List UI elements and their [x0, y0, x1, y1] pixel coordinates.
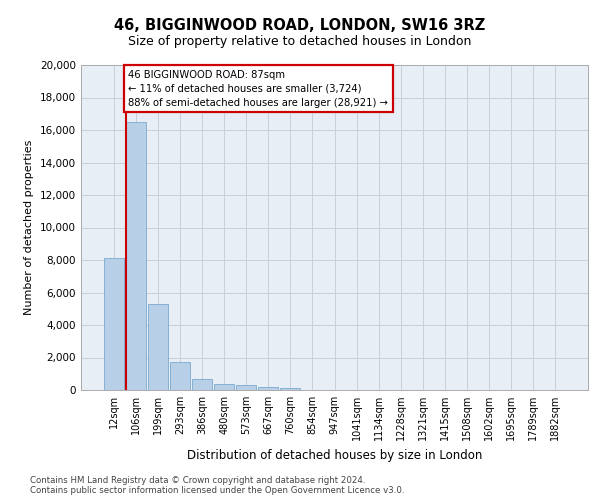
- X-axis label: Distribution of detached houses by size in London: Distribution of detached houses by size …: [187, 448, 482, 462]
- Bar: [236, 386, 256, 390]
- Bar: [280, 388, 301, 390]
- Bar: [148, 304, 168, 390]
- Bar: [126, 122, 146, 390]
- Y-axis label: Number of detached properties: Number of detached properties: [25, 140, 34, 315]
- Bar: [104, 258, 124, 390]
- Text: 46 BIGGINWOOD ROAD: 87sqm
← 11% of detached houses are smaller (3,724)
88% of se: 46 BIGGINWOOD ROAD: 87sqm ← 11% of detac…: [128, 70, 388, 108]
- Bar: [192, 379, 212, 390]
- Bar: [259, 387, 278, 390]
- Text: 46, BIGGINWOOD ROAD, LONDON, SW16 3RZ: 46, BIGGINWOOD ROAD, LONDON, SW16 3RZ: [115, 18, 485, 32]
- Text: Contains public sector information licensed under the Open Government Licence v3: Contains public sector information licen…: [30, 486, 404, 495]
- Bar: [214, 384, 234, 390]
- Bar: [170, 362, 190, 390]
- Text: Contains HM Land Registry data © Crown copyright and database right 2024.: Contains HM Land Registry data © Crown c…: [30, 476, 365, 485]
- Text: Size of property relative to detached houses in London: Size of property relative to detached ho…: [128, 35, 472, 48]
